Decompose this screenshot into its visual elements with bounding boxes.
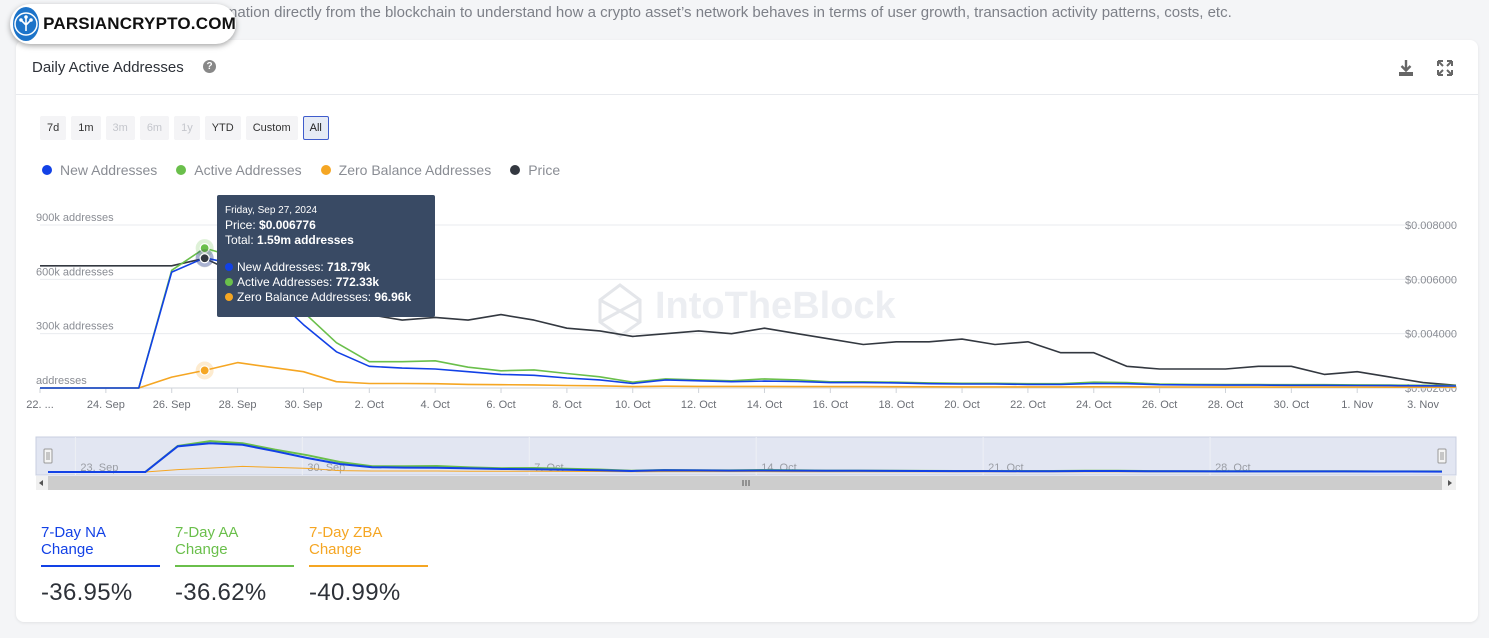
legend-zero-balance-addresses[interactable]: Zero Balance Addresses bbox=[320, 162, 492, 178]
chart-tooltip: Friday, Sep 27, 2024 Price: $0.006776 To… bbox=[217, 195, 435, 317]
tooltip-row-0: New Addresses: 718.79k bbox=[225, 260, 427, 275]
legend-label-active: Active Addresses bbox=[194, 162, 302, 178]
seven-day-change-stats: 7-Day NA Change -36.95% 7-Day AA Change -36… bbox=[41, 524, 428, 607]
range-button-1m[interactable]: 1m bbox=[71, 116, 101, 140]
legend-dot-price bbox=[510, 165, 521, 175]
range-button-1y: 1y bbox=[174, 116, 200, 140]
legend-dot-new bbox=[42, 165, 52, 175]
stat-value: -36.62% bbox=[175, 579, 267, 606]
legend-label-zero: Zero Balance Addresses bbox=[338, 162, 492, 178]
download-icon[interactable] bbox=[1396, 58, 1416, 78]
range-button-ytd[interactable]: YTD bbox=[204, 116, 241, 140]
legend-dot-active bbox=[176, 165, 187, 175]
range-button-7d[interactable]: 7d bbox=[40, 116, 67, 140]
range-selector: 7d 1m 3m 6m 1y YTD Custom All bbox=[40, 116, 329, 140]
tooltip-row-1: Active Addresses: 772.33k bbox=[225, 275, 427, 290]
stat-label: 7-Day ZBA Change bbox=[309, 524, 428, 567]
brand-logo-icon bbox=[13, 7, 40, 41]
stat-value: -36.95% bbox=[41, 579, 133, 606]
tooltip-date: Friday, Sep 27, 2024 bbox=[225, 205, 318, 216]
legend-new-addresses[interactable]: New Addresses bbox=[42, 162, 157, 178]
chart-legend: New Addresses Active Addresses Zero Bala… bbox=[42, 162, 560, 178]
brand-name: PARSIANCRYPTO.COM bbox=[43, 14, 236, 33]
card-header: Daily Active Addresses ? bbox=[16, 40, 1478, 95]
range-button-3m: 3m bbox=[105, 116, 135, 140]
legend-label-new: New Addresses bbox=[60, 162, 158, 178]
question-circle-icon[interactable]: ? bbox=[203, 60, 216, 73]
card-title: Daily Active Addresses bbox=[32, 59, 184, 76]
daily-active-addresses-card: Daily Active Addresses ? 7d 1m 3m 6m 1y YTD Cu… bbox=[16, 40, 1478, 622]
stat-2: 7-Day ZBA Change -40.99% bbox=[309, 524, 428, 607]
legend-label-price: Price bbox=[528, 162, 561, 178]
stat-1: 7-Day AA Change -36.62% bbox=[175, 524, 294, 607]
tooltip-row-2: Zero Balance Addresses: 96.96k bbox=[225, 290, 427, 305]
brand-badge: PARSIANCRYPTO.COM bbox=[10, 4, 236, 44]
legend-dot-zero bbox=[320, 165, 331, 175]
range-button-all[interactable]: All bbox=[302, 116, 329, 140]
stat-label: 7-Day NA Change bbox=[41, 524, 160, 567]
stat-0: 7-Day NA Change -36.95% bbox=[41, 524, 160, 607]
intro-text: work Indicators process information dire… bbox=[34, 4, 1232, 21]
expand-icon[interactable] bbox=[1435, 58, 1455, 78]
tooltip-price: Price: $0.006776 bbox=[225, 218, 316, 232]
legend-price[interactable]: Price bbox=[510, 162, 560, 178]
stat-value: -40.99% bbox=[309, 579, 401, 606]
range-button-6m: 6m bbox=[139, 116, 170, 140]
stat-label: 7-Day AA Change bbox=[175, 524, 294, 567]
tooltip-total: Total: 1.59m addresses bbox=[225, 233, 354, 247]
legend-active-addresses[interactable]: Active Addresses bbox=[176, 162, 302, 178]
range-button-custom[interactable]: Custom bbox=[245, 116, 298, 140]
